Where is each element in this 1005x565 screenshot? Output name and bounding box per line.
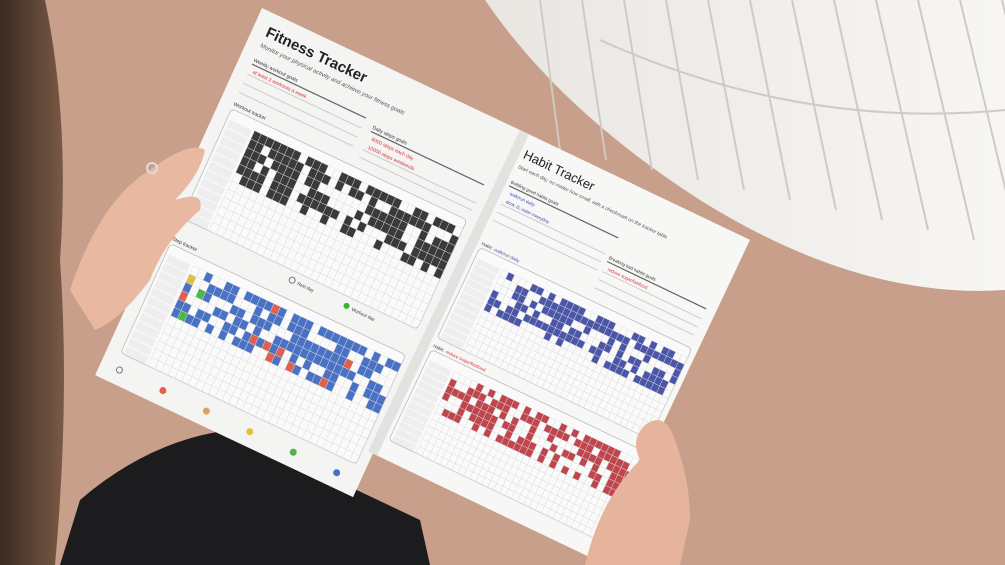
hair — [0, 0, 64, 565]
habit2-prefix: Habit: — [432, 343, 445, 353]
row-label — [468, 271, 494, 288]
row-label — [404, 407, 430, 425]
workout-tracker-grid — [182, 109, 467, 330]
row-label — [472, 264, 497, 282]
row-label — [219, 136, 245, 154]
row-label — [407, 401, 433, 418]
row-label — [398, 421, 423, 438]
row-label — [203, 169, 229, 188]
step-tracker-grid — [121, 244, 405, 465]
row-label — [401, 414, 426, 431]
row-label — [459, 292, 484, 309]
row-label — [157, 271, 183, 289]
row-label — [200, 178, 226, 196]
legend-swatch — [159, 387, 167, 395]
right-hand — [585, 420, 690, 565]
row-label — [150, 287, 176, 306]
row-label — [134, 321, 161, 339]
habit-tracker-page: Habit Tracker Start each day, no matter … — [368, 130, 751, 562]
row-label — [456, 298, 481, 316]
row-label — [207, 161, 233, 180]
habit2-tracker-grid — [389, 350, 643, 542]
row-label — [420, 373, 446, 391]
legend-swatch — [333, 469, 341, 477]
row-label — [131, 329, 157, 348]
row-label — [165, 254, 191, 273]
curved-wall — [485, 0, 1005, 291]
habit1-tracker-grid — [438, 248, 692, 440]
row-label — [394, 428, 420, 445]
row-label — [443, 326, 468, 343]
legend-swatch — [246, 428, 254, 436]
row-label — [462, 285, 488, 302]
left-hand — [70, 147, 205, 330]
clothing — [60, 430, 430, 565]
row-label — [417, 380, 442, 397]
row-label — [146, 296, 172, 314]
row-label — [410, 394, 436, 411]
tracker-cell[interactable] — [410, 317, 422, 330]
ring — [146, 162, 158, 174]
tracker-cell[interactable] — [348, 452, 361, 465]
row-label — [153, 279, 180, 298]
wall-panel-lines — [539, 0, 1005, 241]
row-label — [211, 152, 237, 171]
legend-swatch — [202, 407, 210, 415]
row-label — [414, 387, 439, 404]
row-label — [452, 305, 478, 322]
row-label — [446, 319, 471, 336]
row-label — [127, 337, 153, 356]
habit1-prefix: Habit: — [481, 241, 494, 251]
row-label — [423, 367, 449, 384]
row-label — [222, 127, 248, 146]
row-label — [475, 258, 500, 275]
row-label — [449, 312, 475, 329]
row-label — [196, 186, 222, 205]
step-legend — [115, 366, 341, 477]
row-label — [215, 144, 241, 163]
row-label — [123, 346, 149, 364]
row-label — [226, 119, 252, 138]
fitness-tracker-page: Fitness Tracker Monitor your physical ac… — [95, 8, 520, 498]
row-label — [465, 278, 491, 295]
legend-swatch — [115, 366, 123, 374]
legend-swatch — [289, 448, 297, 456]
row-label — [161, 262, 187, 281]
row-label — [440, 332, 465, 350]
row-label — [391, 435, 417, 452]
row-label — [427, 360, 452, 377]
row-label — [138, 312, 164, 331]
row-label — [142, 304, 168, 323]
